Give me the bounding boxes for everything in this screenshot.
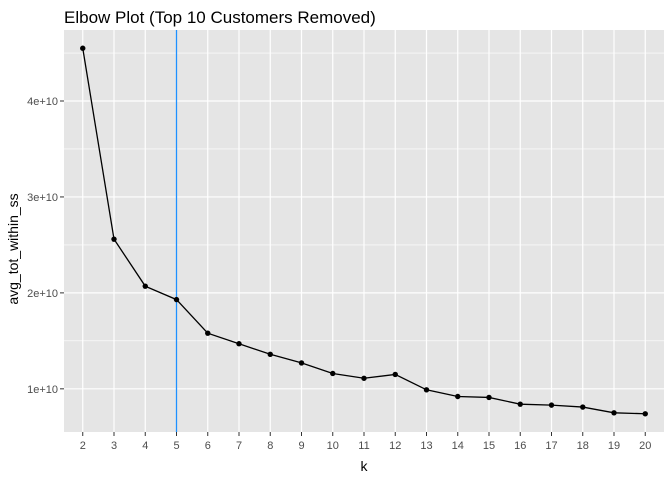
data-point: [486, 394, 492, 401]
y-tick-label: 3e+10: [27, 192, 58, 204]
data-point: [517, 401, 523, 407]
x-tick-label: 19: [608, 440, 620, 452]
data-point: [111, 236, 117, 242]
data-point: [267, 351, 273, 357]
x-tick-label: 17: [545, 440, 557, 452]
data-point: [392, 371, 398, 378]
data-point: [361, 375, 367, 381]
x-tick-label: 3: [111, 440, 117, 452]
x-tick-label: 2: [80, 440, 86, 452]
x-tick-label: 6: [205, 440, 211, 452]
x-tick-label: 8: [267, 440, 273, 452]
data-point: [580, 404, 586, 410]
y-tick-label: 4e+10: [27, 96, 58, 108]
data-point: [548, 402, 555, 408]
x-tick-label: 10: [327, 440, 339, 452]
x-tick-label: 9: [298, 440, 304, 452]
data-point: [455, 393, 461, 400]
x-tick-label: 11: [358, 440, 369, 452]
data-point: [205, 330, 211, 336]
x-tick-label: 12: [389, 440, 401, 452]
x-tick-label: 4: [142, 440, 148, 452]
data-point: [611, 410, 617, 416]
data-point: [142, 283, 148, 289]
data-point: [330, 370, 336, 377]
major-gridlines: [64, 30, 664, 432]
x-tick-label: 16: [514, 440, 526, 452]
x-tick-label: 18: [577, 440, 589, 452]
x-tick-label: 14: [452, 440, 464, 452]
points-layer: [80, 45, 648, 417]
data-point: [80, 45, 86, 51]
x-tick-label: 5: [173, 440, 179, 452]
data-point: [236, 341, 242, 347]
x-tick-label: 7: [236, 440, 242, 452]
data-point: [173, 296, 180, 303]
chart-title: Elbow Plot (Top 10 Customers Removed): [64, 8, 376, 27]
x-tick-label: 13: [420, 440, 432, 452]
data-point: [423, 387, 430, 393]
y-tick-label: 1e+10: [27, 384, 58, 396]
data-point: [298, 360, 305, 366]
x-tick-label: 20: [639, 440, 651, 452]
x-axis-ticks: 2 3 4 5 6 7 8 9 10 11 12 13 14 15 16 17 18 19 20: [80, 432, 651, 452]
y-axis-ticks: 1e+10 2e+10 3e+10 4e+10: [27, 96, 64, 396]
y-axis-title: avg_tot_within_ss: [5, 193, 21, 304]
y-tick-label: 2e+10: [27, 288, 58, 300]
data-point: [642, 411, 648, 417]
x-axis-title: k: [361, 458, 369, 474]
x-tick-label: 15: [483, 440, 495, 452]
